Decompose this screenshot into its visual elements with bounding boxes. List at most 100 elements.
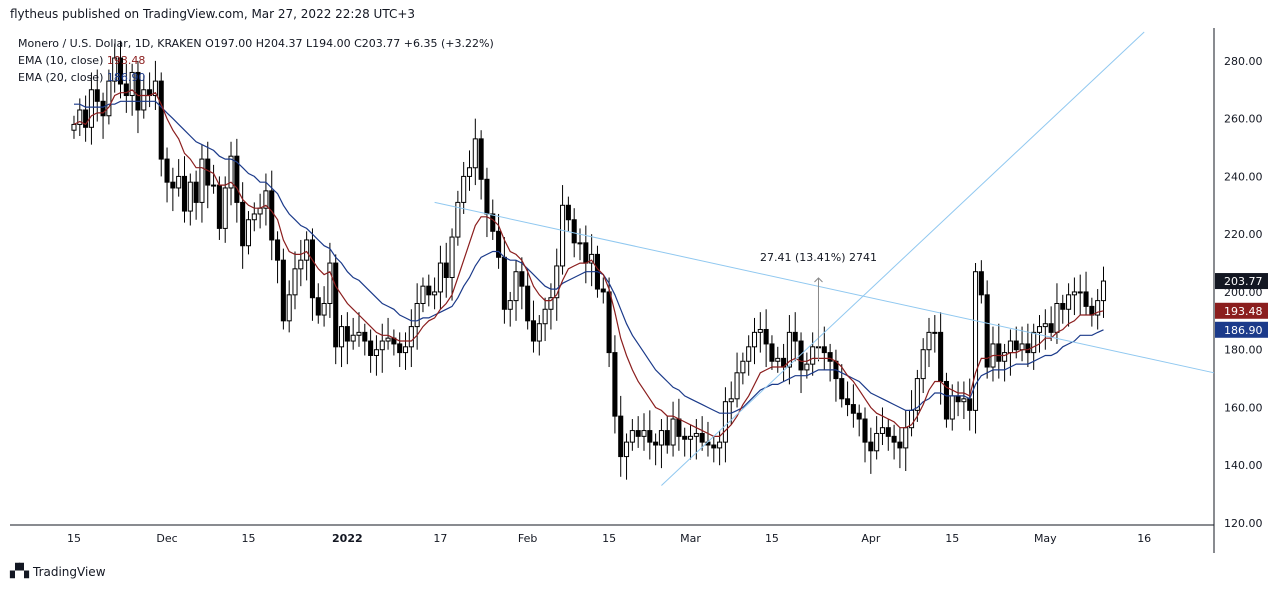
chart-legend: Monero / U.S. Dollar, 1D, KRAKEN O197.00… <box>18 35 494 86</box>
candle-body <box>449 236 455 279</box>
candle-body <box>1025 343 1031 354</box>
candle-body <box>141 89 147 111</box>
candle-body <box>170 181 176 189</box>
candle-body <box>280 259 286 322</box>
candle-body <box>455 201 461 238</box>
candle-body <box>932 331 938 334</box>
candle-body <box>496 230 502 258</box>
candle-body <box>821 346 827 354</box>
time-tick-label: 2022 <box>332 532 363 545</box>
price-chart-svg[interactable]: 280.00 260.00 240.00 220.00 200.00 180.00 160.… <box>10 28 1270 553</box>
candle-body <box>379 340 385 351</box>
candle-body <box>554 265 560 299</box>
candle-body <box>938 331 944 382</box>
candle-body <box>1019 343 1025 351</box>
price-label-text-ema20: 186.90 <box>1224 324 1263 337</box>
chart-area[interactable]: 280.00 260.00 240.00 220.00 200.00 180.00 160.… <box>10 28 1270 553</box>
candle-body <box>676 418 682 437</box>
candle-body <box>1095 300 1101 316</box>
candle-body <box>792 331 798 342</box>
time-tick-label: Dec <box>156 532 177 545</box>
candle-body <box>490 213 496 232</box>
candle-body <box>164 158 170 183</box>
candle-body <box>408 326 414 348</box>
price-label-text-last: 203.77 <box>1224 275 1263 288</box>
ema10-label: EMA (10, close) <box>18 54 104 67</box>
candle-body <box>152 80 158 97</box>
candle-body <box>333 262 339 348</box>
candle-body <box>775 357 781 362</box>
candle-body <box>484 178 490 215</box>
candle-body <box>245 219 252 247</box>
candle-body <box>740 360 746 374</box>
candle-body <box>926 331 932 351</box>
candle-body <box>71 123 77 131</box>
time-tick-label: 15 <box>67 532 81 545</box>
tradingview-footer[interactable]: ▞▚ TradingView <box>10 564 106 579</box>
price-label-ema20 <box>1215 321 1268 338</box>
ema20-legend-row[interactable]: EMA (20, close) 186.90 <box>18 69 494 86</box>
candle-body <box>321 302 327 316</box>
candle-body <box>1066 294 1072 310</box>
candle-body <box>769 343 775 362</box>
price-tick-label: 240.00 <box>1224 170 1263 183</box>
ohlc-low: L194.00 <box>305 37 351 50</box>
candle-body <box>734 372 740 400</box>
candle-body <box>670 418 676 446</box>
published-by-text: flytheus published on TradingView.com, M… <box>10 7 416 21</box>
candle-body <box>1002 352 1008 362</box>
candle-body <box>845 398 851 406</box>
candle-body <box>88 89 94 128</box>
candle-body <box>606 291 612 354</box>
symbol-name[interactable]: Monero / U.S. Dollar, 1D, KRAKEN <box>18 37 202 50</box>
candle-body <box>275 239 281 261</box>
candle-body <box>373 349 379 356</box>
price-tick-label: 220.00 <box>1224 228 1263 241</box>
candle-body <box>577 242 583 245</box>
tradingview-logo-icon: ▞▚ <box>10 564 29 579</box>
candle-body <box>600 288 606 293</box>
candle-body <box>565 204 571 221</box>
candle-body <box>839 378 845 400</box>
ema-layer <box>73 89 1104 437</box>
time-tick-label: 15 <box>241 532 255 545</box>
candle-body <box>193 181 199 203</box>
time-tick-label: 17 <box>433 532 447 545</box>
candle-body <box>402 346 409 354</box>
candle-body <box>94 89 100 102</box>
measure-arrow-head <box>814 277 823 283</box>
candle-body <box>1036 326 1043 333</box>
candle-body <box>397 343 403 354</box>
candles-layer <box>71 40 1107 480</box>
candle-body <box>432 291 438 296</box>
measure-label: 27.41 (13.41%) 2741 <box>760 251 877 264</box>
candle-body <box>653 441 659 446</box>
candle-body <box>1048 323 1054 333</box>
candle-body <box>658 430 664 446</box>
candle-body <box>978 271 984 296</box>
candle-body <box>682 435 688 440</box>
candle-body <box>1007 340 1013 354</box>
candle-body <box>501 256 507 310</box>
time-tick-label: Mar <box>680 532 701 545</box>
candle-body <box>304 239 310 261</box>
ema10-legend-row[interactable]: EMA (10, close) 193.48 <box>18 52 494 69</box>
candle-body <box>1071 291 1077 296</box>
candle-body <box>327 262 333 304</box>
candle-body <box>228 155 234 189</box>
ohlc-high: H204.37 <box>255 37 303 50</box>
time-tick-label: Apr <box>861 532 881 545</box>
candle-body <box>1060 302 1066 310</box>
candle-body <box>717 441 723 449</box>
candle-body <box>629 430 635 443</box>
candle-body <box>920 349 926 380</box>
time-tick-label: 15 <box>765 532 779 545</box>
candle-body <box>664 430 670 446</box>
candle-body <box>862 418 868 443</box>
candle-body <box>205 158 211 186</box>
candle-body <box>414 302 420 328</box>
candle-body <box>129 71 135 97</box>
candle-body <box>996 343 1002 362</box>
candle-body <box>437 262 443 293</box>
candle-body <box>647 430 653 443</box>
